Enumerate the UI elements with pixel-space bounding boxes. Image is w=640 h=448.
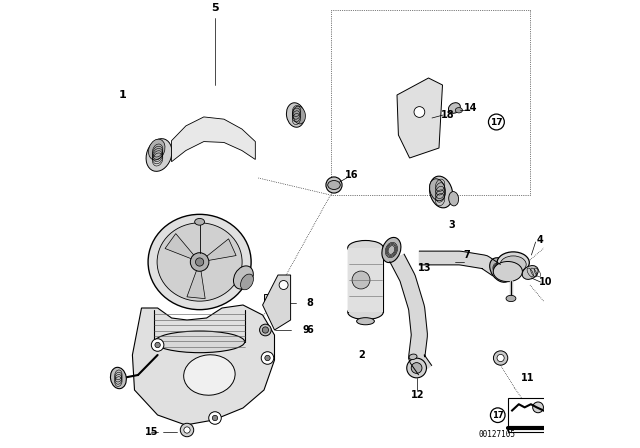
Circle shape	[261, 352, 274, 364]
Text: 7: 7	[463, 250, 470, 260]
Ellipse shape	[241, 274, 253, 290]
Ellipse shape	[328, 181, 340, 190]
Polygon shape	[200, 239, 236, 262]
Text: 9: 9	[303, 325, 309, 335]
Bar	[508, 398, 548, 432]
Circle shape	[497, 354, 504, 362]
Text: 2: 2	[358, 350, 365, 360]
Text: 17: 17	[492, 411, 504, 420]
Circle shape	[151, 339, 164, 351]
Ellipse shape	[429, 176, 452, 208]
Circle shape	[326, 177, 342, 193]
Ellipse shape	[348, 305, 383, 319]
Ellipse shape	[348, 241, 383, 255]
Ellipse shape	[234, 266, 253, 289]
Polygon shape	[165, 233, 200, 262]
Circle shape	[155, 342, 160, 348]
Circle shape	[412, 362, 422, 373]
Polygon shape	[419, 251, 500, 276]
Ellipse shape	[157, 223, 242, 301]
Circle shape	[414, 107, 425, 117]
Text: 17: 17	[490, 117, 502, 126]
Ellipse shape	[493, 262, 522, 282]
Text: 6: 6	[306, 325, 313, 335]
Circle shape	[190, 253, 209, 271]
Circle shape	[262, 327, 269, 333]
Text: 5: 5	[211, 3, 219, 13]
Text: 10: 10	[539, 277, 552, 287]
Polygon shape	[397, 78, 442, 158]
Ellipse shape	[148, 214, 251, 310]
Ellipse shape	[148, 139, 165, 160]
Ellipse shape	[449, 192, 459, 206]
Text: 14: 14	[464, 103, 477, 113]
Ellipse shape	[292, 106, 305, 124]
Circle shape	[209, 412, 221, 424]
Text: 4: 4	[536, 235, 543, 245]
Circle shape	[260, 324, 271, 336]
Circle shape	[532, 402, 543, 413]
Text: 1: 1	[119, 90, 127, 100]
Bar	[264, 294, 280, 306]
Polygon shape	[132, 305, 275, 425]
Ellipse shape	[382, 237, 401, 263]
Ellipse shape	[195, 219, 205, 225]
Ellipse shape	[490, 258, 511, 282]
Ellipse shape	[184, 355, 235, 395]
Circle shape	[279, 280, 288, 289]
Ellipse shape	[455, 108, 463, 113]
Ellipse shape	[449, 103, 460, 113]
Text: 3: 3	[448, 220, 455, 230]
Circle shape	[265, 355, 270, 361]
Text: 12: 12	[412, 390, 425, 400]
Ellipse shape	[356, 318, 374, 325]
Polygon shape	[172, 117, 255, 162]
Polygon shape	[390, 254, 431, 375]
Ellipse shape	[268, 314, 276, 319]
Ellipse shape	[506, 295, 516, 302]
Ellipse shape	[500, 256, 526, 273]
Text: 8: 8	[306, 298, 313, 308]
Polygon shape	[348, 248, 383, 312]
Ellipse shape	[154, 331, 244, 353]
Polygon shape	[262, 275, 291, 330]
Ellipse shape	[497, 252, 529, 273]
Circle shape	[180, 423, 194, 437]
Circle shape	[195, 258, 204, 266]
Ellipse shape	[146, 139, 172, 171]
Ellipse shape	[522, 266, 538, 280]
Ellipse shape	[409, 354, 417, 360]
Text: 18: 18	[440, 110, 454, 120]
Circle shape	[407, 358, 426, 378]
Ellipse shape	[111, 367, 126, 389]
Text: 15: 15	[145, 427, 159, 437]
Text: 11: 11	[520, 373, 534, 383]
Circle shape	[212, 415, 218, 421]
Polygon shape	[187, 262, 205, 299]
Text: 00127105: 00127105	[479, 430, 515, 439]
Circle shape	[352, 271, 370, 289]
Text: 13: 13	[419, 263, 432, 273]
Circle shape	[493, 351, 508, 365]
Text: 16: 16	[345, 170, 358, 180]
Ellipse shape	[429, 179, 445, 201]
Ellipse shape	[287, 103, 305, 127]
Circle shape	[184, 427, 190, 433]
